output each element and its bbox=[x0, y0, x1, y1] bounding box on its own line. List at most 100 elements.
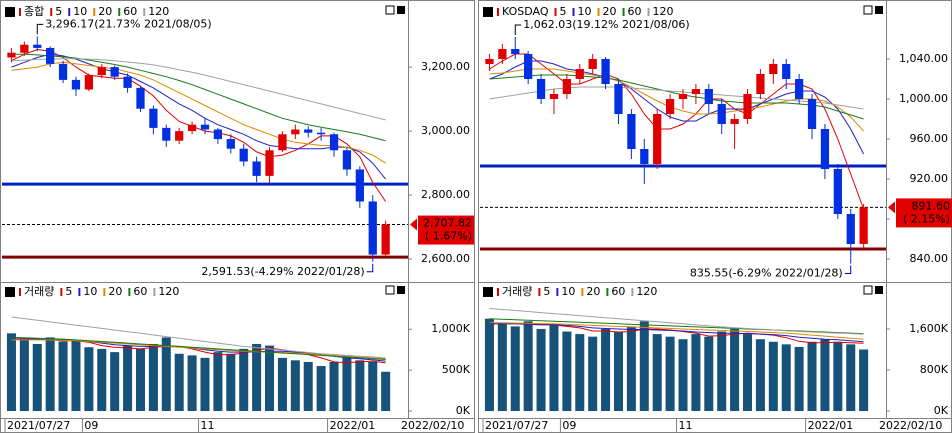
candle-body bbox=[743, 94, 752, 119]
candle-body bbox=[265, 150, 274, 176]
current-marker bbox=[410, 218, 417, 231]
volume-bar bbox=[549, 323, 559, 411]
volume-bar bbox=[342, 357, 352, 411]
candle-body bbox=[213, 129, 223, 140]
maximize-icon[interactable] bbox=[863, 285, 873, 295]
volume-bar bbox=[613, 331, 623, 411]
x-end-label: 2022/02/10 bbox=[879, 419, 942, 432]
annotation-arrow bbox=[36, 23, 44, 35]
legend-entry: 10 bbox=[561, 285, 575, 298]
y-tick-label: 3,200.00 bbox=[421, 60, 470, 73]
ma-line bbox=[11, 336, 386, 360]
candle-body bbox=[84, 75, 93, 90]
candle-body bbox=[562, 79, 571, 94]
legend-swatch bbox=[50, 8, 53, 16]
volume-bar bbox=[755, 339, 765, 411]
y-tick-label: 1,040.00 bbox=[899, 52, 948, 65]
candle-body bbox=[58, 63, 68, 80]
candle-body bbox=[833, 169, 842, 214]
legend-swatch bbox=[497, 288, 499, 296]
legend-entry: 5 bbox=[65, 285, 72, 298]
ma-line bbox=[11, 61, 386, 164]
close-icon[interactable] bbox=[397, 6, 405, 14]
volume-bar bbox=[601, 328, 611, 411]
candle-body bbox=[46, 47, 55, 64]
y-tick-label: 1,600K bbox=[909, 322, 948, 335]
close-icon[interactable] bbox=[875, 6, 883, 14]
volume-bar bbox=[562, 331, 572, 411]
candle-body bbox=[162, 127, 171, 141]
candle-body bbox=[355, 169, 364, 202]
candle-body bbox=[717, 104, 726, 124]
candle-body bbox=[200, 124, 210, 130]
legend-entry: 20 bbox=[98, 5, 112, 18]
y-tick-label: 0K bbox=[934, 404, 949, 417]
x-tick-label: 11 bbox=[679, 419, 693, 432]
legend-swatch bbox=[597, 8, 600, 16]
volume-bar bbox=[497, 323, 507, 411]
current-change: ( 2.15%) bbox=[903, 212, 950, 225]
maximize-icon[interactable] bbox=[385, 5, 395, 15]
window-icons[interactable] bbox=[385, 5, 883, 295]
ma-line bbox=[11, 339, 386, 360]
x-tick-label: 2021/07/27 bbox=[7, 419, 70, 432]
volume-bar bbox=[768, 341, 778, 411]
candle-body bbox=[807, 99, 817, 129]
current-change: ( 1.67%) bbox=[425, 230, 472, 243]
legend-swatch bbox=[68, 8, 71, 16]
high-label: 1,062.03(19.12% 2021/08/06) bbox=[523, 18, 689, 31]
legend-entry: 10 bbox=[578, 5, 592, 18]
legend-swatch bbox=[93, 8, 96, 16]
close-icon[interactable] bbox=[875, 286, 883, 294]
volume-bar bbox=[639, 321, 649, 411]
legend-swatch bbox=[497, 8, 499, 16]
legend-swatch bbox=[60, 288, 63, 296]
volume-bar bbox=[174, 353, 184, 411]
y-tick-label: 3,000.00 bbox=[421, 124, 470, 137]
x-tick-label: 2022/01 bbox=[808, 419, 854, 432]
volume-bar bbox=[665, 336, 675, 411]
current-box bbox=[896, 198, 952, 228]
legend-swatch bbox=[581, 288, 584, 296]
current-price: 2,707.82 bbox=[423, 217, 472, 230]
candle-body bbox=[317, 132, 326, 135]
legend-entry: 120 bbox=[653, 5, 674, 18]
candle-body bbox=[149, 108, 158, 128]
candle-body bbox=[71, 79, 81, 90]
legend-entry: 5 bbox=[55, 5, 62, 18]
legend-entry: 60 bbox=[123, 5, 137, 18]
volume-bar bbox=[161, 337, 171, 411]
legend-entry: 120 bbox=[636, 285, 657, 298]
maximize-icon[interactable] bbox=[863, 5, 873, 15]
ma-line bbox=[489, 86, 864, 110]
legend-swatch bbox=[554, 8, 557, 16]
ma-line bbox=[489, 322, 864, 340]
legend-entry: 60 bbox=[611, 285, 625, 298]
maximize-icon[interactable] bbox=[385, 285, 395, 295]
candle-body bbox=[7, 52, 16, 58]
y-tick-label: 960.00 bbox=[910, 132, 949, 145]
x-tick-label: 11 bbox=[201, 419, 215, 432]
annotation-arrow bbox=[844, 265, 852, 274]
y-tick-label: 1,000K bbox=[431, 322, 470, 335]
candle-body bbox=[33, 44, 42, 48]
volume-bar bbox=[859, 349, 869, 411]
legend-swatch bbox=[556, 288, 559, 296]
candle-body bbox=[820, 129, 830, 169]
volume-bar bbox=[368, 361, 378, 411]
volume-bar bbox=[626, 326, 636, 411]
volume-bar bbox=[381, 371, 391, 411]
candle-body bbox=[756, 74, 765, 94]
candle-body bbox=[730, 119, 739, 124]
y-tick-label: 1,000.00 bbox=[899, 92, 948, 105]
candle-body bbox=[665, 99, 675, 114]
volume-bar bbox=[265, 345, 275, 411]
legend-swatch bbox=[606, 288, 609, 296]
candle-body bbox=[498, 49, 507, 59]
close-icon[interactable] bbox=[397, 286, 405, 294]
y-tick-label: 800K bbox=[920, 363, 949, 376]
volume-bar bbox=[807, 341, 817, 411]
legend-entry: 20 bbox=[586, 285, 600, 298]
volume-bar bbox=[148, 343, 158, 411]
